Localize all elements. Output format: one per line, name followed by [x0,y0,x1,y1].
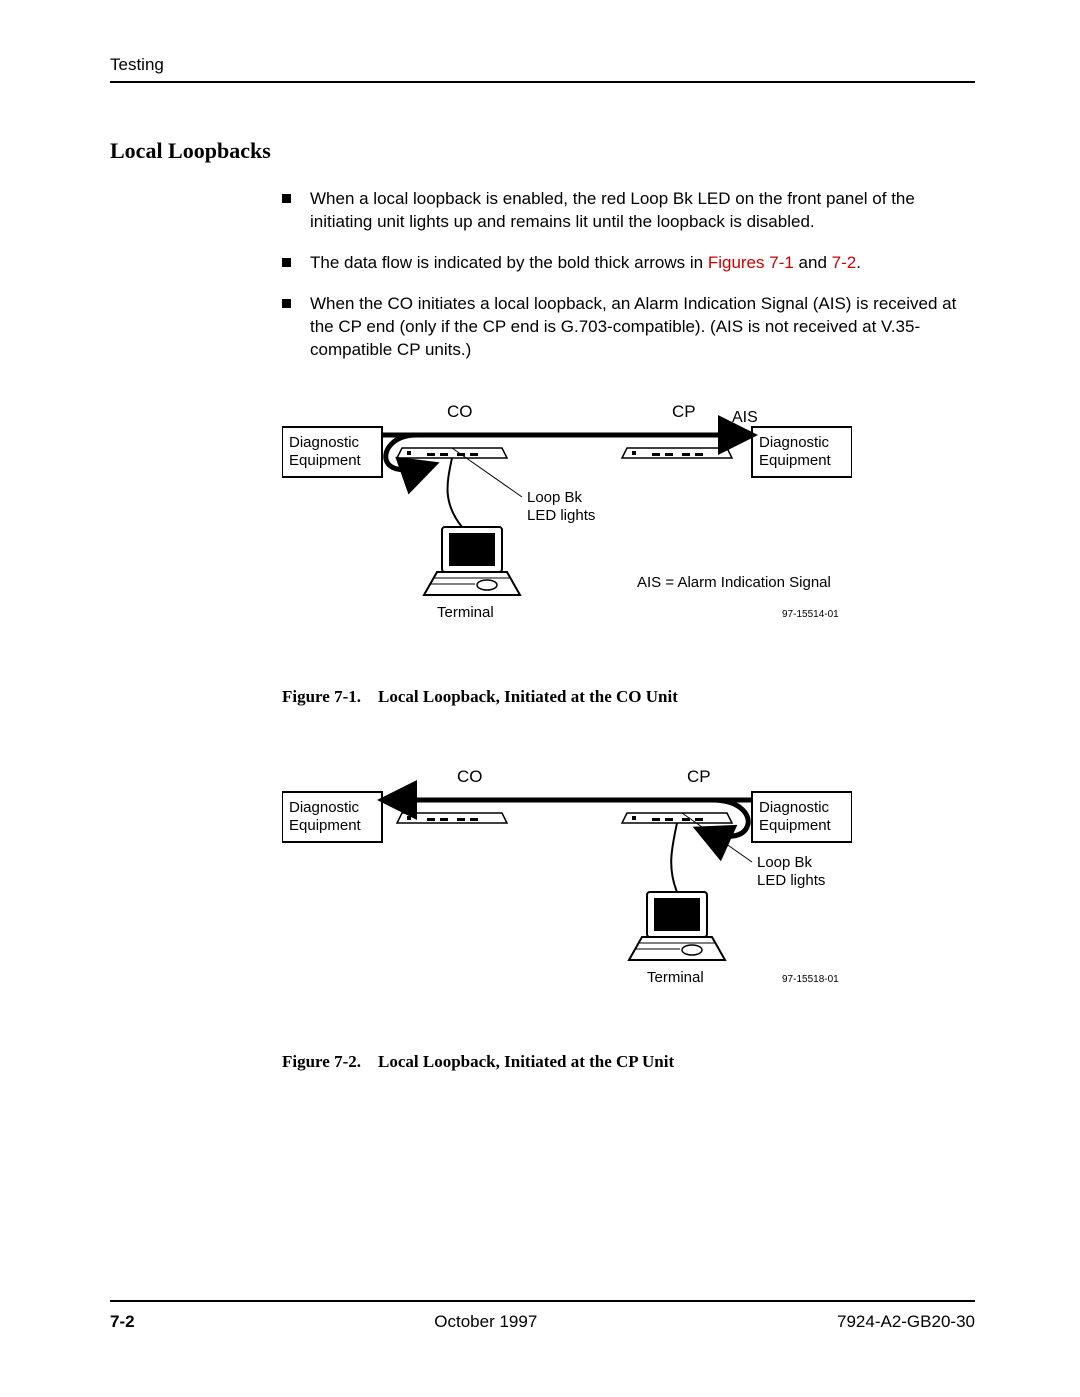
page-header-rule: Testing [110,55,975,83]
fig2-cp-label: CP [687,767,711,786]
figure-ref-7-1[interactable]: Figures 7-1 [708,253,794,272]
fig1-cap-b: Local Loopback, Initiated at the CO Unit [378,687,678,706]
header-section: Testing [110,55,164,74]
bullet-3-text: When the CO initiates a local loopback, … [310,294,956,359]
fig1-diagR1: Diagnostic [759,434,830,451]
bullet-list: When a local loopback is enabled, the re… [282,188,962,362]
fig2-terminal-icon [629,892,725,960]
figure-7-2-svg: CO CP Diagnostic Equipment Diagnostic Eq… [282,767,852,1022]
fig2-cap-a: Figure 7-2. [282,1052,361,1071]
section-title: Local Loopbacks [110,138,975,164]
fig1-loop2: LED lights [527,507,595,524]
fig1-cap-a: Figure 7-1. [282,687,361,706]
fig2-co-device [397,813,507,823]
page: Testing Local Loopbacks When a local loo… [0,0,1080,1397]
fig1-co-device [397,448,507,458]
fig1-cp-device [622,448,732,458]
figure-7-2-caption: Figure 7-2. Local Loopback, Initiated at… [282,1052,962,1072]
fig2-docnum: 97-15518-01 [782,974,839,985]
fig1-loop1: Loop Bk [527,489,583,506]
footer-page-number: 7-2 [110,1312,135,1332]
fig2-terminal-label: Terminal [647,969,704,986]
fig1-cp-label: CP [672,402,696,421]
fig2-loop1: Loop Bk [757,854,813,871]
fig1-diagL2: Equipment [289,452,362,469]
fig2-cap-b: Local Loopback, Initiated at the CP Unit [378,1052,674,1071]
fig2-loop2: LED lights [757,872,825,889]
fig1-docnum: 97-15514-01 [782,609,839,620]
fig2-cable [671,823,677,892]
bullet-2-pre: The data flow is indicated by the bold t… [310,253,708,272]
bullet-2: The data flow is indicated by the bold t… [282,252,962,275]
fig2-diagR2: Equipment [759,817,832,834]
fig1-legend: AIS = Alarm Indication Signal [637,574,831,591]
bullet-2-post: . [856,253,861,272]
figure-ref-7-2[interactable]: 7-2 [832,253,857,272]
figure-7-1-svg: CO CP AIS Diagnostic Equipment Diagnosti… [282,402,852,657]
fig1-cable [448,458,462,527]
bullet-1-text: When a local loopback is enabled, the re… [310,189,915,231]
footer-date: October 1997 [434,1312,537,1332]
fig2-diagR1: Diagnostic [759,799,830,816]
bullet-2-mid: and [794,253,832,272]
bullet-3: When the CO initiates a local loopback, … [282,293,962,362]
fig2-cp-device [622,813,732,823]
fig2-diagL2: Equipment [289,817,362,834]
fig1-terminal-label: Terminal [437,604,494,621]
figure-7-1: CO CP AIS Diagnostic Equipment Diagnosti… [282,402,962,707]
fig1-diagR2: Equipment [759,452,832,469]
fig1-ais-label: AIS [732,409,758,426]
page-footer: 7-2 October 1997 7924-A2-GB20-30 [110,1300,975,1332]
fig2-diagL1: Diagnostic [289,799,360,816]
figure-7-2: CO CP Diagnostic Equipment Diagnostic Eq… [282,767,962,1072]
fig1-terminal-icon [424,527,520,595]
fig1-diagL1: Diagnostic [289,434,360,451]
fig1-co-label: CO [447,402,473,421]
footer-doc-id: 7924-A2-GB20-30 [837,1312,975,1332]
bullet-1: When a local loopback is enabled, the re… [282,188,962,234]
fig2-co-label: CO [457,767,483,786]
figure-7-1-caption: Figure 7-1. Local Loopback, Initiated at… [282,687,962,707]
